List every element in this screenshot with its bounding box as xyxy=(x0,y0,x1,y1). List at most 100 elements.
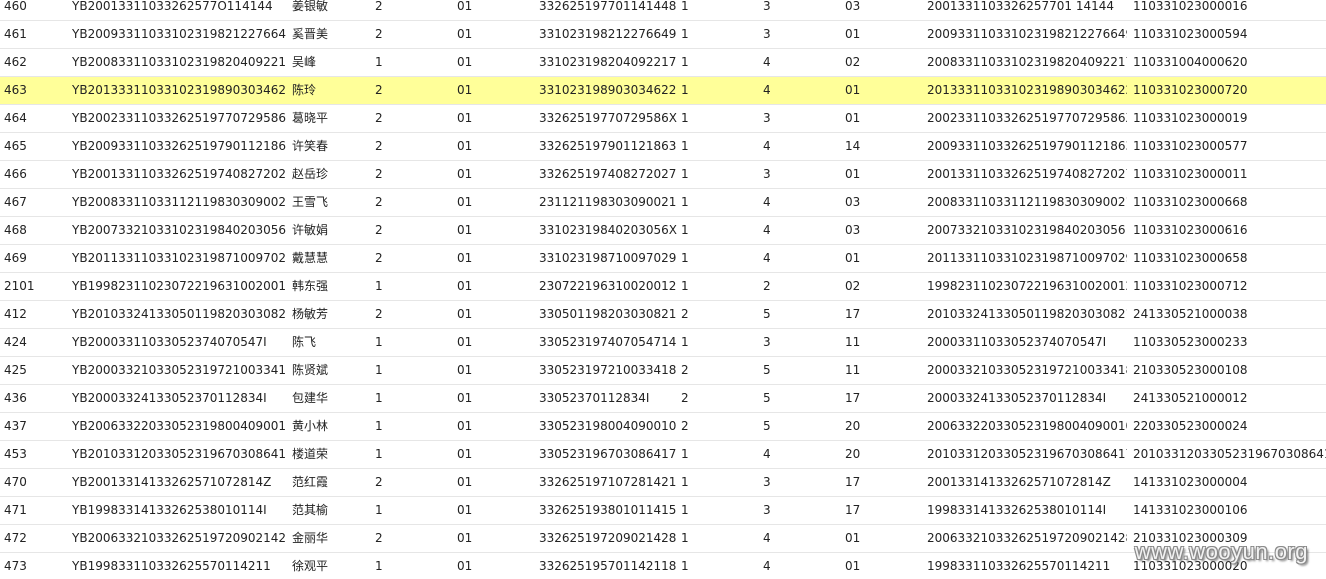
table-cell-col-2: 葛晓平 xyxy=(292,111,329,125)
table-cell-col-7: 4 xyxy=(763,559,771,573)
table-cell-col-7: 4 xyxy=(763,195,771,209)
table-cell-col-3: 1 xyxy=(375,447,383,461)
table-cell-col-2: 姜银敏 xyxy=(292,0,329,13)
table-row[interactable]: 464 YB20023311033262519770729586X 葛晓平 2 01 33… xyxy=(0,105,1326,133)
table-cell-col-3: 2 xyxy=(375,111,383,125)
table-cell-col-2: 杨敏芳 xyxy=(292,307,329,321)
table-row[interactable]: 436 YB20003324133052370112834I 包建华 1 01 33052… xyxy=(0,385,1326,413)
table-cell-col-9: 20003311033052374070547I xyxy=(927,335,1107,349)
table-cell-col-8: 17 xyxy=(845,503,861,517)
table-cell-col-1: YB20013314133262571072814Z xyxy=(72,475,272,489)
table-cell-col-4: 01 xyxy=(457,307,473,321)
table-cell-col-10: 241330521000038 xyxy=(1133,307,1248,321)
table-row-selected[interactable]: 463 YB201333110331023198903034622 陈玲 2 01 331… xyxy=(0,77,1326,105)
table-cell-col-0: 463 xyxy=(4,83,27,97)
table-cell-col-2: 范红霞 xyxy=(292,475,329,489)
table-row[interactable]: 460 YB20013311033262577O114144 姜银敏 2 01 33262… xyxy=(0,0,1326,21)
table-cell-col-9: 201133110331023198710097029 xyxy=(927,251,1127,265)
table-cell-col-9: 200833110331121198303090021 xyxy=(927,195,1127,209)
table-cell-col-0: 436 xyxy=(4,391,27,405)
table-cell-col-7: 5 xyxy=(763,363,771,377)
table-cell-col-9: 200033210330523197210033418 xyxy=(927,363,1127,377)
table-row[interactable]: 471 YB19983314133262538010114I 范其榆 1 01 33262… xyxy=(0,497,1326,525)
table-row[interactable]: 462 YB200833110331023198204092217 吴峰 1 01 331… xyxy=(0,49,1326,77)
table-cell-col-9: 199833110332625570114211 xyxy=(927,559,1111,573)
table-cell-col-0: 472 xyxy=(4,531,27,545)
table-cell-col-0: 468 xyxy=(4,223,27,237)
table-row[interactable]: 453 YB201033120330523196703086417 楼道荣 1 01 33… xyxy=(0,441,1326,469)
table-cell-col-8: 02 xyxy=(845,55,861,69)
table-row[interactable]: 467 YB200833110331121198303090021 王雪飞 2 01 23… xyxy=(0,189,1326,217)
table-cell-col-1: YB199823110230722196310020012 xyxy=(72,279,286,293)
table-cell-col-1: YB19983314133262538010114I xyxy=(72,503,267,517)
table-cell-col-5: 230722196310020012 xyxy=(539,279,677,293)
table-cell-col-3: 1 xyxy=(375,279,383,293)
table-cell-col-8: 03 xyxy=(845,0,861,13)
table-cell-col-6: 1 xyxy=(681,335,689,349)
table-cell-col-7: 4 xyxy=(763,531,771,545)
table-row[interactable]: 469 YB201133110331023198710097029 戴慧慧 2 01 33… xyxy=(0,245,1326,273)
table-cell-col-3: 1 xyxy=(375,559,383,573)
table-cell-col-0: 467 xyxy=(4,195,27,209)
table-row[interactable]: 470 YB20013314133262571072814Z 范红霞 2 01 33262… xyxy=(0,469,1326,497)
table-cell-col-5: 330523197407054714 xyxy=(539,335,677,349)
table-cell-col-5: 330523197210033418 xyxy=(539,363,677,377)
table-cell-col-3: 2 xyxy=(375,0,383,13)
table-cell-col-1: YB200833110331121198303090021 xyxy=(72,195,286,209)
table-cell-col-6: 1 xyxy=(681,475,689,489)
table-row[interactable]: 461 YB200933110331023198212276649 奚晋美 2 01 33… xyxy=(0,21,1326,49)
table-cell-col-2: 吴峰 xyxy=(292,55,317,69)
table-cell-col-7: 3 xyxy=(763,503,771,517)
table-cell-col-10: 141331023000106 xyxy=(1133,503,1248,517)
table-cell-col-0: 469 xyxy=(4,251,27,265)
table-cell-col-1: YB199833110332625570114211 xyxy=(72,559,271,573)
table-cell-col-4: 01 xyxy=(457,475,473,489)
table-cell-col-1: YB200833110331023198204092217 xyxy=(72,55,286,69)
table-row[interactable]: 424 YB20003311033052374070547I 陈飞 1 01 330523… xyxy=(0,329,1326,357)
table-cell-col-6: 1 xyxy=(681,251,689,265)
table-cell-col-8: 20 xyxy=(845,447,861,461)
table-cell-col-6: 1 xyxy=(681,27,689,41)
table-cell-col-9: 201033120330523196703086417 xyxy=(927,447,1127,461)
table-cell-col-1: YB200633210332625197209021428 xyxy=(72,531,286,545)
table-cell-col-9: 201333110331023198903034622 xyxy=(927,83,1127,97)
table-cell-col-5: 33102319840203056X xyxy=(539,223,678,237)
table-row[interactable]: 425 YB200033210330523197210033418 陈贤斌 1 01 33… xyxy=(0,357,1326,385)
table-row[interactable]: 412 YB201033241330501198203030821 杨敏芳 2 01 33… xyxy=(0,301,1326,329)
table-cell-col-5: 332625197408272027 xyxy=(539,167,677,181)
table-row[interactable]: 2101 YB199823110230722196310020012 韩东强 1 01 2… xyxy=(0,273,1326,301)
table-cell-col-1: YB200933110332625197901121863 xyxy=(72,139,286,153)
table-cell-col-3: 1 xyxy=(375,55,383,69)
table-cell-col-10: 110331023000658 xyxy=(1133,251,1248,265)
table-cell-col-0: 424 xyxy=(4,335,27,349)
table-cell-col-7: 5 xyxy=(763,391,771,405)
table-cell-col-0: 453 xyxy=(4,447,27,461)
table-cell-col-5: 33052370112834I xyxy=(539,391,650,405)
table-cell-col-5: 330501198203030821 xyxy=(539,307,677,321)
table-cell-col-5: 332625195701142118 xyxy=(539,559,677,573)
table-cell-col-6: 1 xyxy=(681,0,689,13)
table-row[interactable]: 437 YB200633220330523198004090010 黄小林 1 01 33… xyxy=(0,413,1326,441)
table-cell-col-10: 110330523000233 xyxy=(1133,335,1248,349)
table-row[interactable]: 465 YB200933110332625197901121863 许笑春 2 01 33… xyxy=(0,133,1326,161)
table-cell-col-2: 王雪飞 xyxy=(292,195,329,209)
table-cell-col-1: YB201033241330501198203030821 xyxy=(72,307,286,321)
table-cell-col-3: 1 xyxy=(375,335,383,349)
table-cell-col-6: 1 xyxy=(681,139,689,153)
table-cell-col-1: YB20073321033102319840203056 xyxy=(72,223,286,237)
table-cell-col-5: 330523198004090010 xyxy=(539,419,677,433)
watermark: www.wooyun.org xyxy=(1134,539,1308,564)
table-cell-col-10: 110331023000668 xyxy=(1133,195,1248,209)
table-row[interactable]: 473 YB199833110332625570114211 徐观平 1 01 33262… xyxy=(0,553,1326,579)
table-row[interactable]: 468 YB20073321033102319840203056 许敏娟 2 01 331… xyxy=(0,217,1326,245)
table-cell-col-7: 3 xyxy=(763,167,771,181)
table-cell-col-3: 2 xyxy=(375,223,383,237)
table-cell-col-4: 01 xyxy=(457,531,473,545)
table-cell-col-10: 141331023000004 xyxy=(1133,475,1248,489)
table-cell-col-0: 437 xyxy=(4,419,27,433)
table-row[interactable]: 472 YB200633210332625197209021428 金丽华 2 01 33… xyxy=(0,525,1326,553)
table-cell-col-3: 2 xyxy=(375,167,383,181)
table-cell-col-1: YB200633220330523198004090010 xyxy=(72,419,286,433)
table-row[interactable]: 466 YB200133110332625197408272027 赵岳珍 2 01 33… xyxy=(0,161,1326,189)
table-cell-col-9: 20023311033262519770729586X xyxy=(927,111,1127,125)
